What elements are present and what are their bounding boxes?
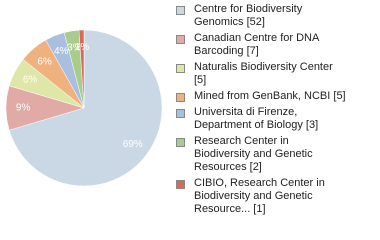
legend-swatch bbox=[176, 138, 185, 147]
legend-entry: Naturalis Biodiversity Center [5] bbox=[176, 61, 346, 87]
legend-entry: Canadian Centre for DNA Barcoding [7] bbox=[176, 32, 346, 58]
legend-entry: Mined from GenBank, NCBI [5] bbox=[176, 90, 346, 103]
pie-slice bbox=[8, 29, 163, 187]
slice-label: 4% bbox=[54, 46, 69, 57]
legend-swatch bbox=[176, 93, 185, 102]
legend-label: CIBIO, Research Center in Biodiversity a… bbox=[194, 177, 325, 215]
slice-label: 3% bbox=[67, 43, 82, 54]
legend-label: Canadian Centre for DNA Barcoding [7] bbox=[194, 32, 319, 57]
legend-swatch bbox=[176, 109, 185, 118]
legend: Centre for Biodiversity Genomics [52] Can… bbox=[176, 3, 346, 219]
legend-label: Mined from GenBank, NCBI [5] bbox=[194, 90, 346, 102]
legend-entry: Research Center in Biodiversity and Gene… bbox=[176, 135, 346, 174]
legend-swatch bbox=[176, 180, 185, 189]
legend-label: Naturalis Biodiversity Center [5] bbox=[194, 61, 333, 86]
legend-entry: Universita di Firenze, Department of Bio… bbox=[176, 106, 346, 132]
legend-swatch bbox=[176, 6, 185, 15]
slice-label: 6% bbox=[23, 74, 38, 85]
legend-label: Universita di Firenze, Department of Bio… bbox=[194, 106, 319, 131]
slice-label: 9% bbox=[16, 103, 31, 114]
legend-swatch bbox=[176, 35, 185, 44]
slice-label: 69% bbox=[123, 139, 143, 150]
legend-entry: CIBIO, Research Center in Biodiversity a… bbox=[176, 177, 346, 216]
legend-label: Centre for Biodiversity Genomics [52] bbox=[194, 3, 303, 28]
pie-slice bbox=[78, 29, 85, 109]
slice-label: 6% bbox=[37, 56, 52, 67]
legend-label: Research Center in Biodiversity and Gene… bbox=[194, 135, 313, 173]
legend-swatch bbox=[176, 64, 185, 73]
slice-label: 1% bbox=[75, 42, 90, 53]
pie: 69%9%6%6%4%3%1% bbox=[5, 29, 163, 187]
legend-entry: Centre for Biodiversity Genomics [52] bbox=[176, 3, 346, 29]
